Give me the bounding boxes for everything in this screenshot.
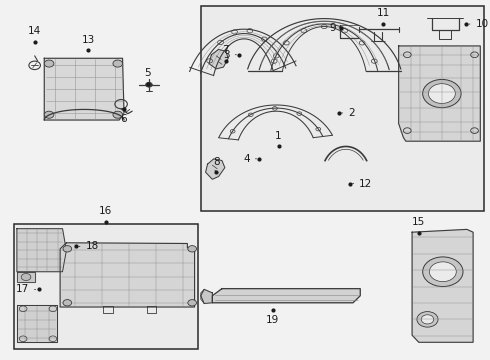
Polygon shape (60, 243, 195, 307)
Circle shape (21, 274, 31, 280)
Text: 12: 12 (352, 179, 372, 189)
Circle shape (423, 257, 463, 287)
Text: 3: 3 (223, 50, 237, 60)
Text: 7: 7 (222, 45, 229, 61)
Polygon shape (201, 289, 212, 303)
Text: 2: 2 (342, 108, 355, 118)
Text: 17: 17 (16, 284, 36, 294)
Text: 4: 4 (243, 154, 257, 164)
Text: 10: 10 (468, 19, 489, 29)
Polygon shape (212, 289, 360, 303)
Polygon shape (206, 159, 225, 179)
Circle shape (44, 111, 54, 118)
Circle shape (423, 80, 461, 108)
Text: 15: 15 (412, 217, 425, 233)
Circle shape (146, 82, 152, 87)
Circle shape (429, 262, 456, 282)
Text: 8: 8 (213, 157, 220, 172)
Polygon shape (399, 46, 480, 141)
Circle shape (188, 300, 196, 306)
Text: 1: 1 (275, 131, 282, 147)
Polygon shape (209, 49, 228, 69)
Circle shape (188, 246, 196, 252)
Circle shape (428, 84, 455, 103)
Circle shape (417, 312, 438, 327)
Text: 6: 6 (121, 109, 127, 124)
Polygon shape (17, 229, 66, 272)
Text: 9: 9 (330, 23, 341, 33)
Circle shape (63, 300, 72, 306)
Text: 5: 5 (145, 68, 151, 84)
Circle shape (44, 60, 54, 67)
Text: 14: 14 (28, 26, 41, 42)
Bar (14, 224, 198, 348)
Circle shape (63, 246, 72, 252)
Polygon shape (44, 58, 124, 120)
Text: 16: 16 (99, 206, 112, 222)
Text: 13: 13 (81, 35, 95, 50)
Text: 11: 11 (377, 9, 390, 24)
Bar (201, 6, 484, 211)
Polygon shape (17, 305, 57, 342)
Circle shape (113, 60, 122, 67)
Polygon shape (412, 229, 473, 342)
Polygon shape (17, 272, 35, 282)
Text: 18: 18 (79, 241, 99, 251)
Circle shape (421, 315, 434, 324)
Text: 19: 19 (266, 310, 279, 325)
Circle shape (113, 111, 122, 118)
